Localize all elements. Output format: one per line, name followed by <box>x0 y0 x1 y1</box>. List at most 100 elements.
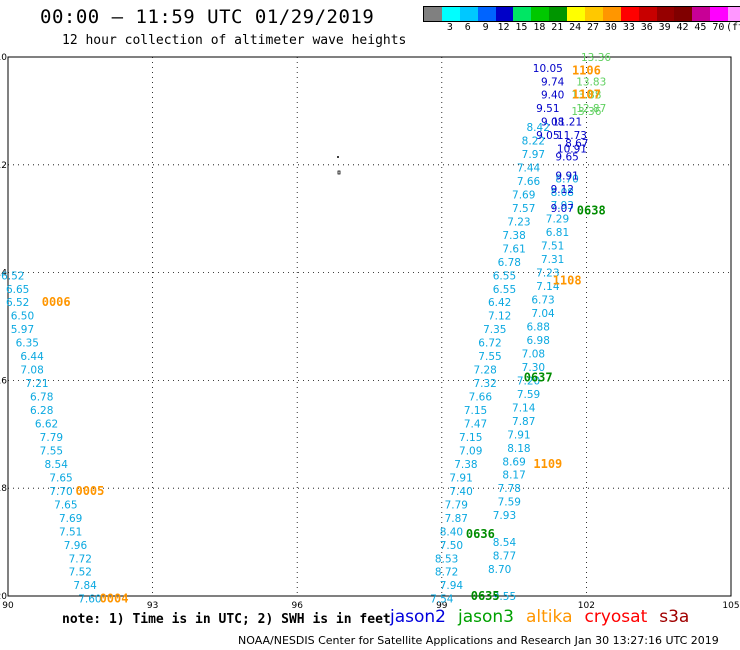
wave-height-point: 7.21 <box>25 378 48 390</box>
wave-height-point: 7.61 <box>502 243 525 255</box>
wave-height-point: 7.87 <box>445 513 468 525</box>
color-tick-label: 33 <box>622 22 635 33</box>
color-tick-label: 27 <box>587 22 600 33</box>
wave-height-point: 11.21 <box>552 117 582 129</box>
wave-height-point: 9.51 <box>536 103 559 115</box>
plot-frame <box>7 56 732 597</box>
wave-height-point: 7.44 <box>517 162 541 174</box>
wave-height-point: 7.69 <box>512 189 535 201</box>
wave-height-point: 7.59 <box>498 497 521 509</box>
wave-height-point: 9.05 <box>536 130 559 142</box>
wave-height-point: 7.93 <box>493 510 516 522</box>
y-tick-label: -20 <box>0 592 7 602</box>
wave-height-point: 7.66 <box>469 392 493 404</box>
wave-height-point: 7.96 <box>64 540 88 552</box>
color-swatch-15 <box>692 7 711 21</box>
wave-height-point: 6.28 <box>30 405 53 417</box>
satellite-legend-jason3: jason3 <box>458 607 514 627</box>
wave-height-point: 7.54 <box>430 594 454 606</box>
wave-height-point: 8.22 <box>522 136 545 148</box>
color-tick-label: 36 <box>640 22 653 33</box>
wave-height-point: 9.12 <box>551 184 574 196</box>
wave-height-point: 7.20 <box>517 375 540 387</box>
wave-height-point: 7.84 <box>73 580 97 592</box>
wave-height-point: 7.51 <box>541 241 564 253</box>
color-tick-label: 45 <box>694 22 707 33</box>
time-label: 0004 <box>100 592 129 606</box>
wave-height-point: 7.87 <box>512 416 535 428</box>
wave-height-point: 7.91 <box>507 429 530 441</box>
wave-height-point: 6.98 <box>527 335 550 347</box>
wave-height-point: 6.52 <box>6 297 29 309</box>
wave-height-point: 9.07 <box>551 203 574 215</box>
wave-height-point: 6.78 <box>30 392 53 404</box>
wave-height-point: 8.77 <box>493 551 516 563</box>
wave-height-point: 6.88 <box>527 322 550 334</box>
wave-height-point: 7.08 <box>522 348 545 360</box>
wave-height-point: 7.23 <box>536 268 559 280</box>
y-tick-label: -18 <box>0 484 7 494</box>
color-swatch-8 <box>567 7 586 21</box>
wave-height-point: 6.44 <box>20 351 44 363</box>
time-label: 0006 <box>42 295 71 309</box>
wave-height-point: 7.66 <box>517 176 541 188</box>
satellite-legend-s3a: s3a <box>659 607 690 627</box>
wave-height-point: 7.38 <box>502 230 525 242</box>
wave-height-point: 7.60 <box>78 594 101 606</box>
wave-height-point: 8.70 <box>488 564 511 576</box>
wave-height-point: 7.65 <box>54 499 77 511</box>
color-tick-label: 6 <box>464 22 471 33</box>
time-label: 0636 <box>466 527 495 541</box>
color-tick-label: 30 <box>604 22 617 33</box>
time-label: 0637 <box>524 371 553 385</box>
wave-height-point: 7.15 <box>459 432 482 444</box>
color-tick-label: 18 <box>533 22 546 33</box>
wave-height-point: 7.55 <box>40 445 63 457</box>
wave-height-point: 12.87 <box>576 103 606 115</box>
time-label: 1106 <box>572 63 601 77</box>
color-swatch-7 <box>549 7 568 21</box>
color-swatch-12 <box>638 7 657 21</box>
color-tick-label: 15 <box>515 22 528 33</box>
color-swatch-17 <box>728 7 740 21</box>
wave-height-point: 7.31 <box>541 254 564 266</box>
wave-height-point: 6.72 <box>478 338 501 350</box>
wave-height-point: 7.15 <box>464 405 487 417</box>
wave-height-point: 9.08 <box>541 117 564 129</box>
wave-height-point: 6.55 <box>493 270 516 282</box>
wave-height-point: 7.57 <box>512 203 535 215</box>
satellite-legend-jason2: jason2 <box>390 607 446 627</box>
wave-height-point: 7.40 <box>449 486 472 498</box>
wave-height-point: 8.42 <box>527 122 550 134</box>
y-tick-label: -16 <box>0 376 7 386</box>
color-swatch-6 <box>531 7 550 21</box>
credit-line: NOAA/NESDIS Center for Satellite Applica… <box>238 634 719 647</box>
wave-height-point: 7.14 <box>536 281 560 293</box>
wave-height-point: 13.36 <box>581 52 611 64</box>
satellite-legend-altika: altika <box>526 607 573 627</box>
wave-height-point: 7.51 <box>59 526 82 538</box>
wave-height-point: 9.74 <box>541 76 565 88</box>
wave-height-point: 6.42 <box>488 297 511 309</box>
satellite-legend: jason2 jason3 altika cryosat s3a <box>390 607 701 627</box>
color-swatch-3 <box>477 7 496 21</box>
wave-height-point: 6.35 <box>16 338 39 350</box>
wave-height-point: 13.83 <box>576 76 606 88</box>
x-tick-label: 102 <box>578 601 595 611</box>
wave-height-point: 7.79 <box>40 432 63 444</box>
x-tick-label: 96 <box>291 601 303 611</box>
wave-height-point: 7.14 <box>512 402 536 414</box>
time-label: 0005 <box>75 484 104 498</box>
wave-height-point: 7.55 <box>478 351 501 363</box>
satellite-legend-cryosat: cryosat <box>584 607 648 627</box>
color-unit-label: (ft) <box>725 22 740 33</box>
wave-height-point: 11.73 <box>557 130 587 142</box>
island-mark <box>337 170 341 175</box>
wave-height-point: 8.69 <box>502 456 525 468</box>
time-label: 1107 <box>572 88 601 102</box>
x-tick-label: 90 <box>2 601 14 611</box>
color-swatch-2 <box>459 7 478 21</box>
wave-height-point: 5.97 <box>11 324 34 336</box>
chart-title: 00:00 – 11:59 UTC 01/29/2019 <box>40 6 375 28</box>
wave-height-point: 7.12 <box>488 311 511 323</box>
